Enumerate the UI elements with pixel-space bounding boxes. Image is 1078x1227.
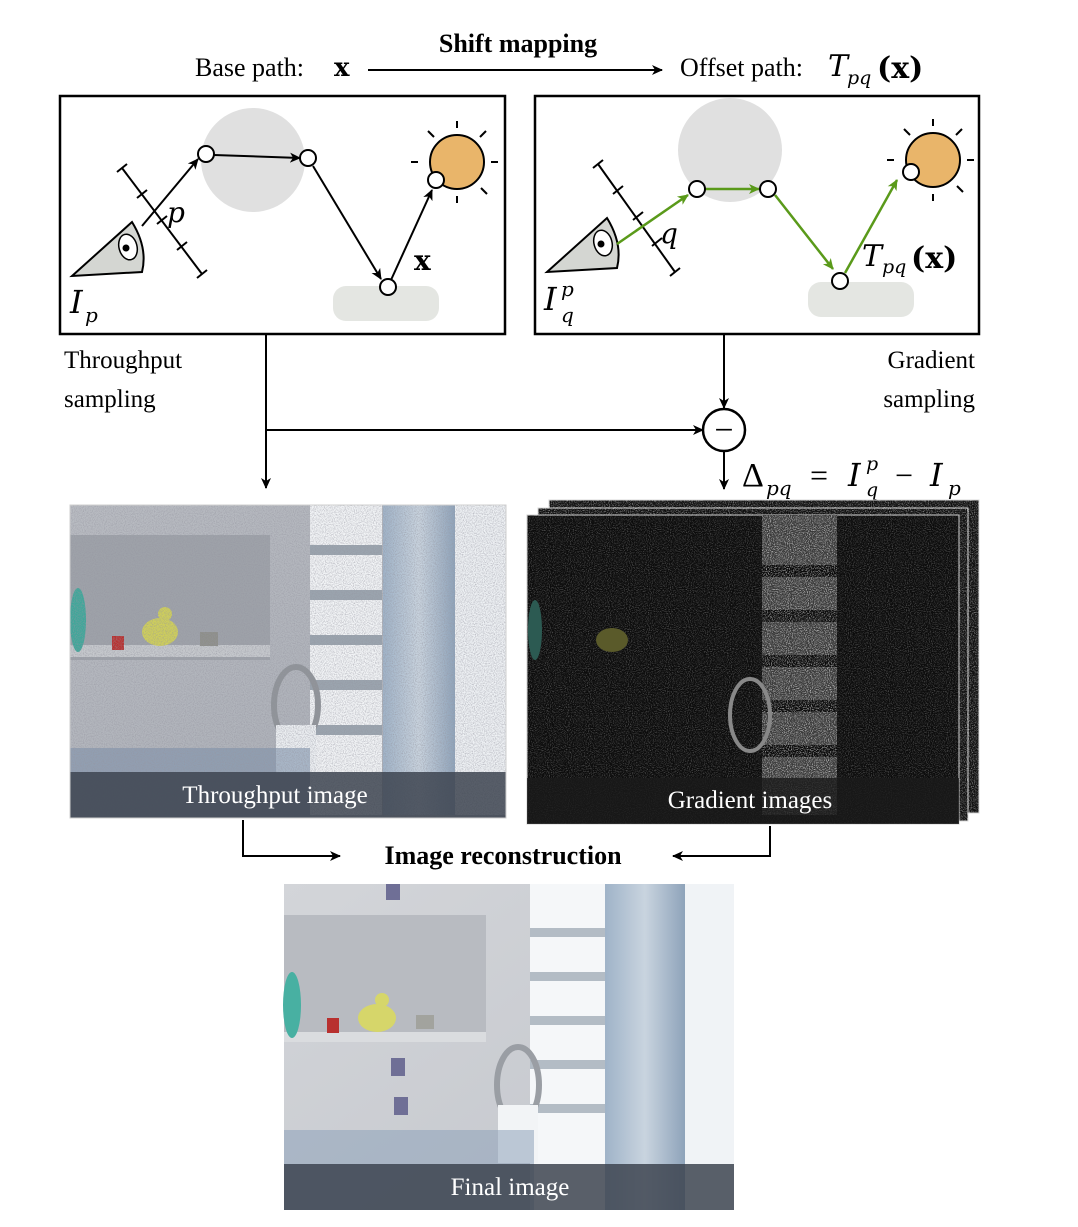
image-plane — [116, 163, 208, 279]
delta-I-second-sub: p — [948, 476, 961, 500]
path-vertices — [197, 145, 445, 296]
camera-Ip-subscript: p — [85, 303, 98, 327]
pixel-q-label: q — [660, 217, 678, 250]
delta-I-first-sub: q — [866, 479, 878, 501]
final-image: Final image — [283, 884, 734, 1210]
path-x-label: x — [414, 244, 431, 277]
delta-I-second: I — [929, 456, 944, 494]
floor-surface — [333, 286, 439, 321]
base-path-panel: p x I p — [58, 94, 507, 336]
camera-Iqp-superscript: p — [561, 277, 574, 301]
camera-Iqp-subscript: q — [561, 303, 574, 327]
offset-path-subscript: pq — [847, 67, 871, 89]
gradient-images-stack: Gradient images — [526, 499, 980, 825]
delta-I-first: I — [847, 456, 862, 494]
base-path-symbol: x — [334, 53, 350, 83]
camera-Ip-label: I — [69, 283, 84, 321]
gradient-sampling-line1: Gradient — [888, 347, 976, 374]
path-vertices — [688, 163, 920, 290]
offset-T-label: T — [862, 239, 884, 274]
base-path-segments — [141, 152, 433, 281]
final-image-caption: Final image — [451, 1174, 570, 1201]
offset-path-argument: (x) — [877, 51, 923, 86]
delta-subscript: pq — [766, 476, 792, 500]
image-reconstruction-label: Image reconstruction — [384, 841, 622, 870]
image-plane — [592, 159, 681, 277]
throughput-image: Throughput image — [69, 504, 507, 819]
camera-icon — [69, 220, 145, 278]
difference-symbol: − — [714, 412, 733, 449]
gradient-images-caption: Gradient images — [668, 787, 833, 814]
offset-path-segments — [616, 179, 899, 274]
offset-path-T: T — [828, 49, 850, 84]
camera-Iqp-label: I — [543, 280, 558, 318]
minus-sign: − — [895, 457, 913, 493]
delta-I-first-sup: p — [866, 453, 878, 475]
offset-path-panel: q T pq (x) I p q — [533, 94, 981, 336]
scatter-sphere — [201, 108, 305, 212]
offset-path-label: Offset path: — [680, 53, 803, 82]
throughput-sampling-line1: Throughput — [64, 347, 182, 374]
floor-surface — [808, 282, 914, 317]
shift-mapping-label: Shift mapping — [439, 29, 597, 58]
delta-equation: Δ pq = I p q − I p — [742, 453, 961, 501]
delta-symbol: Δ — [742, 457, 764, 494]
throughput-image-caption: Throughput image — [182, 782, 367, 809]
flow-connectors — [261, 335, 729, 490]
difference-operator — [701, 407, 747, 453]
pixel-p-label: p — [167, 196, 185, 229]
throughput-sampling-line2: sampling — [64, 386, 156, 413]
reconstruction-connectors — [242, 820, 771, 861]
scatter-sphere — [678, 98, 782, 202]
gradient-sampling-line2: sampling — [883, 386, 975, 413]
base-path-label: Base path: — [195, 53, 304, 82]
equals-sign: = — [810, 457, 828, 493]
offset-T-subscript: pq — [882, 256, 906, 278]
offset-T-argument: (x) — [911, 241, 957, 276]
